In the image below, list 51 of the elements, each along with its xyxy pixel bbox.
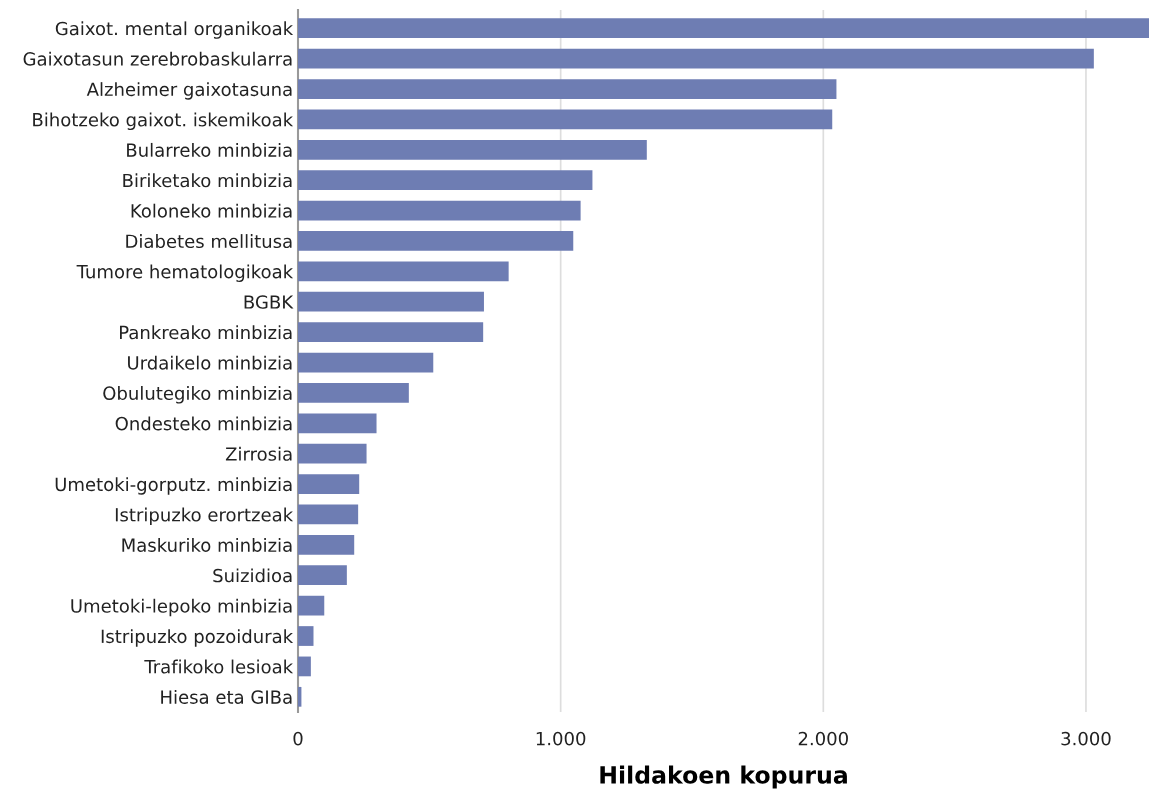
y-tick-label: Biriketako minbizia (123, 173, 292, 188)
bar (298, 504, 359, 525)
bar (298, 261, 509, 282)
bar (298, 139, 647, 160)
bar (298, 626, 314, 646)
x-tick-label: 0 (293, 731, 303, 746)
bar (298, 200, 581, 221)
bar (298, 413, 377, 434)
bar (298, 565, 347, 586)
y-tick-label: Istripuzko erortzeak (115, 507, 294, 526)
bar (298, 322, 484, 343)
y-tick-label: Trafikoko lesioak (144, 659, 294, 674)
y-tick-label: Gaixotasun zerebrobaskularra (23, 51, 292, 66)
x-tick-label: 3.000 (1061, 731, 1111, 746)
bar (298, 443, 367, 464)
bar (298, 291, 484, 312)
x-tick-label: 1.000 (536, 731, 586, 746)
y-tick-label: Gaixot. mental organikoak (55, 21, 294, 39)
y-tick-label: Istripuzko pozoidurak (101, 629, 294, 647)
y-tick-label: Diabetes mellitusa (126, 234, 292, 249)
y-tick-label: Alzheimer gaixotasuna (86, 82, 292, 100)
bar (298, 474, 360, 494)
y-tick-label: Tumore hematologikoak (76, 264, 294, 282)
bar (298, 595, 325, 616)
y-tick-label: Bihotzeko gaixot. iskemikoak (33, 112, 294, 131)
bar (298, 170, 593, 191)
bar (298, 352, 434, 373)
y-tick-label: Maskuriko minbizia (122, 538, 292, 552)
bar (298, 48, 1094, 69)
y-tick-label: Zirrosia (225, 446, 292, 461)
y-tick-label: Umetoki-lepoko minbizia (71, 598, 292, 617)
x-tick-label: 2.000 (798, 731, 848, 746)
bar (298, 383, 409, 403)
y-tick-label: Ondesteko minbizia (115, 416, 292, 431)
bar (298, 79, 837, 99)
y-tick-label: Koloneko minbizia (131, 203, 292, 218)
y-tick-label: Umetoki-gorputz. minbizia (55, 477, 292, 495)
y-tick-label: Urdaikelo minbizia (128, 355, 292, 370)
bar (298, 534, 355, 555)
bar (298, 109, 833, 130)
y-tick-label: Pankreako minbizia (120, 325, 292, 340)
bar (298, 656, 311, 677)
bar (298, 686, 302, 707)
y-tick-label: Suizidioa (213, 568, 292, 583)
y-tick-label: BGBK (244, 295, 294, 309)
x-axis-title: Hildakoen kopurua (600, 765, 847, 789)
y-tick-label: Bularreko minbizia (127, 142, 292, 157)
y-tick-label: Obulutegiko minbizia (103, 386, 292, 404)
bar (298, 231, 574, 251)
y-tick-label: Hiesa eta GIBa (161, 689, 292, 704)
bar (298, 18, 1149, 39)
